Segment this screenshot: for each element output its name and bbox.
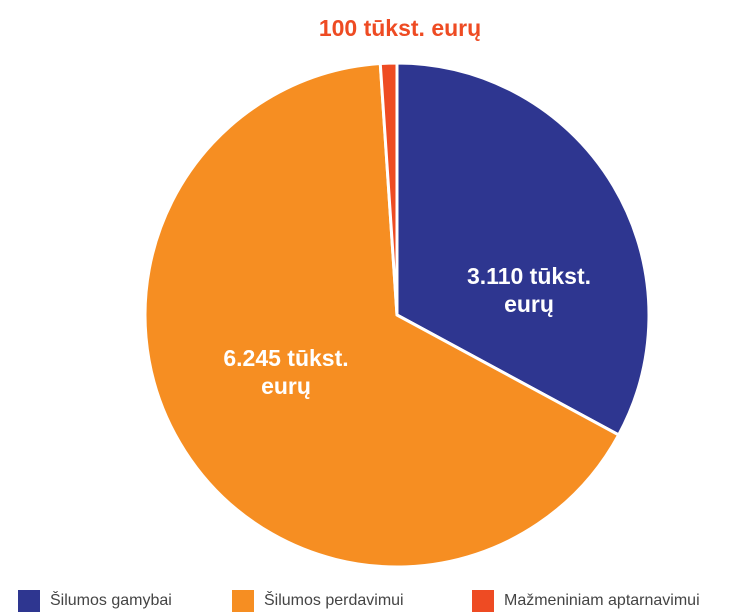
- pie-slice: [143, 61, 621, 569]
- legend-item: Šilumos gamybai: [18, 590, 172, 612]
- legend-item: Mažmeniniam aptarnavimui: [472, 590, 700, 612]
- pie-slice: [395, 61, 651, 437]
- legend-label: Mažmeniniam aptarnavimui: [504, 592, 700, 609]
- legend-label: Šilumos perdavimui: [264, 592, 404, 609]
- data-label: 6.245 tūkst. eurų: [223, 345, 349, 399]
- data-label: 100 tūkst. eurų: [318, 15, 482, 41]
- legend-label: Šilumos gamybai: [50, 592, 172, 609]
- legend-item: Šilumos perdavimui: [232, 590, 404, 612]
- legend-swatch: [18, 590, 40, 612]
- data-label: 3.110 tūkst. eurų: [466, 263, 592, 317]
- legend-swatch: [232, 590, 254, 612]
- legend-swatch: [472, 590, 494, 612]
- pie-slice: [378, 61, 399, 316]
